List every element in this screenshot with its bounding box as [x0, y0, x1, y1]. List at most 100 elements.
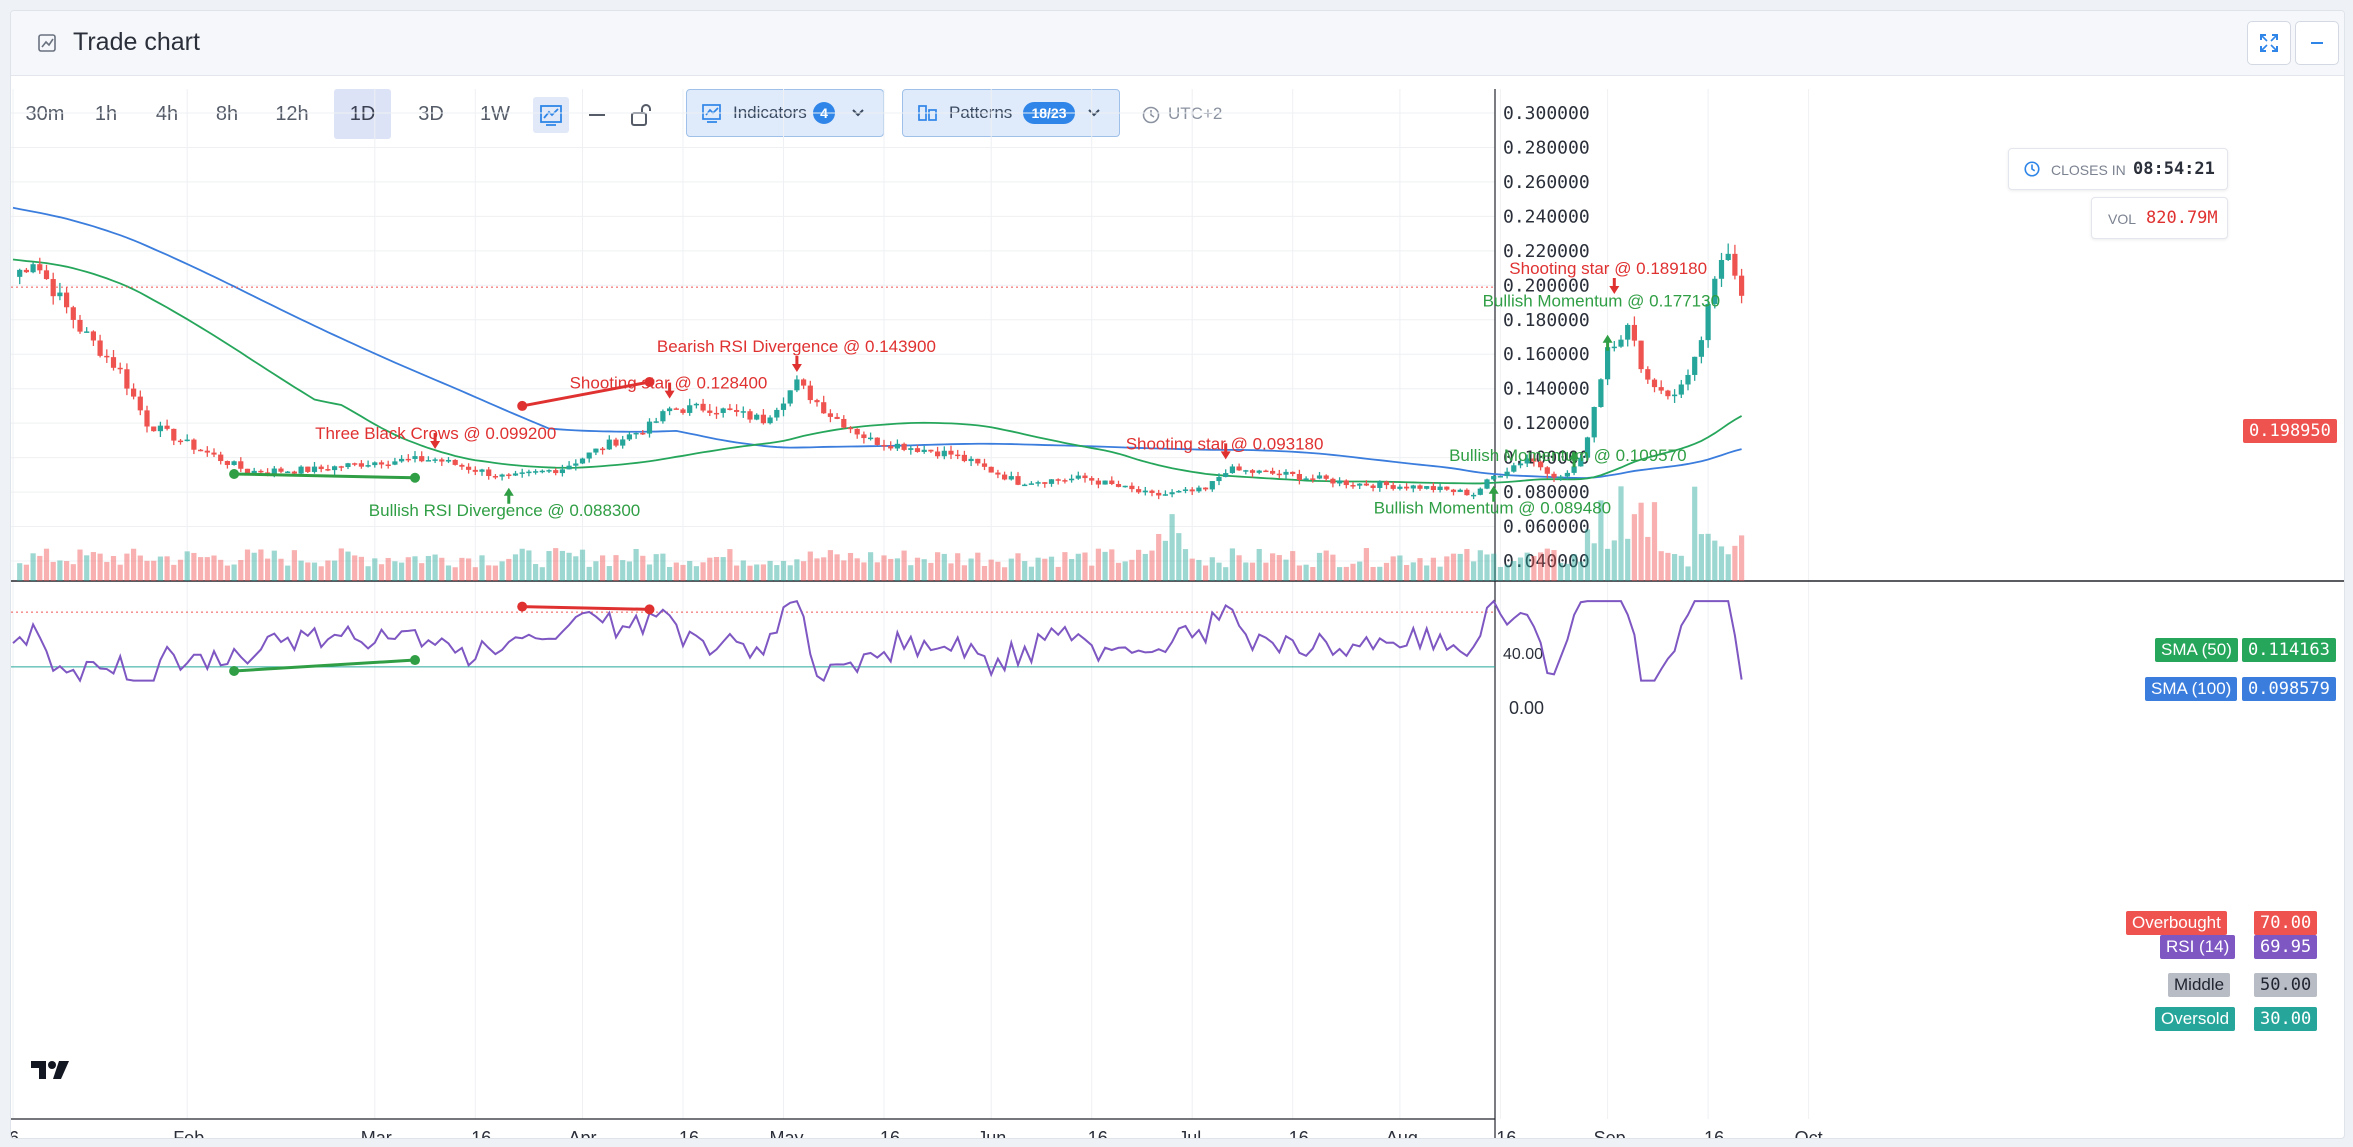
candle-body [573, 463, 579, 466]
volume-bar [1651, 502, 1658, 581]
fullscreen-button[interactable] [2247, 21, 2291, 65]
candle-body [345, 463, 351, 468]
candle-body [251, 470, 257, 474]
pattern-label: Bullish RSI Divergence @ 0.088300 [369, 501, 640, 520]
candle-body [1464, 489, 1470, 496]
pattern-arrow-icon [1609, 277, 1620, 294]
title-bar: Trade chart [11, 11, 2344, 76]
timeframe-12h[interactable]: 12h [275, 103, 309, 125]
pattern-label: Shooting star @ 0.128400 [570, 374, 768, 393]
timeframe-1d[interactable]: 1D [334, 89, 391, 139]
candle-body [271, 468, 277, 474]
candle-body [868, 437, 874, 440]
volume-bar [110, 555, 117, 581]
sma50-line [12, 258, 1743, 485]
candle-body [137, 396, 143, 411]
volume-bar [459, 557, 465, 581]
volume-bar [1075, 553, 1081, 581]
candle-body [613, 439, 619, 446]
candle-body [352, 463, 358, 465]
volume-bar [713, 556, 720, 581]
candle-body [325, 469, 331, 471]
candle-body [512, 473, 519, 476]
candle-body [827, 413, 833, 417]
volume-bar [1189, 558, 1195, 581]
volume-bar [921, 559, 927, 581]
candle-body [814, 400, 820, 403]
volume-bar [1571, 554, 1577, 581]
volume-bar [1584, 529, 1591, 581]
volume-bar [1216, 562, 1222, 581]
minimize-button[interactable] [2295, 21, 2339, 65]
volume-bar [211, 555, 217, 581]
volume-bar [613, 555, 619, 581]
volume-bar [767, 560, 773, 581]
chart-type-button[interactable] [533, 97, 569, 133]
pattern-label: Bullish Momentum @ 0.177130 [1483, 292, 1720, 311]
volume-bar [298, 560, 304, 581]
candle-body [1484, 479, 1490, 489]
volume-bar [727, 549, 733, 581]
volume-bar [1109, 549, 1115, 581]
volume-bar [506, 558, 512, 581]
rsi-divergence-point [410, 655, 420, 666]
volume-bar [1008, 558, 1014, 581]
volume-bar [640, 555, 646, 581]
candle-body [1698, 340, 1704, 357]
candle-body [1263, 470, 1269, 473]
candle-body [1444, 486, 1450, 490]
volume-bar [1558, 562, 1564, 581]
rsi-value: 69.95 [2254, 935, 2318, 959]
candle-body [1343, 480, 1349, 486]
candle-body [1551, 473, 1557, 478]
candle-body [1578, 457, 1584, 467]
trade-chart-window: Trade chart 30m 1h 4h 8h 12h 1D 3D 1W [10, 10, 2345, 1139]
price-chart[interactable]: 0.300000 0.280000 0.260000 0.240000 0.220000… [11, 11, 2344, 1138]
volume-bar [338, 548, 344, 581]
candle-body [97, 340, 103, 356]
timeframe-1w[interactable]: 1W [480, 103, 510, 125]
candle-body [198, 449, 204, 452]
candle-body [278, 468, 284, 472]
candle-body [405, 458, 411, 461]
volume-bar [1564, 563, 1570, 581]
volume-bar [935, 552, 941, 581]
volume-bar [452, 567, 458, 581]
candle-body [626, 434, 632, 440]
candle-body [50, 279, 56, 297]
volume-bar [1718, 546, 1725, 581]
volume-bar [620, 560, 626, 581]
timeframe-8h[interactable]: 8h [215, 103, 239, 125]
timeframe-4h[interactable]: 4h [155, 103, 179, 125]
sma100-line [12, 206, 1742, 479]
candle-body [1276, 473, 1282, 476]
volume-bar [1511, 560, 1517, 581]
timeframe-30m[interactable]: 30m [25, 103, 65, 125]
volume-bar [1698, 534, 1704, 581]
candle-body [794, 379, 800, 391]
candle-body [64, 292, 70, 308]
price-tick-label: 0.260000 [1503, 172, 1590, 193]
rsi-divergence-bull [234, 658, 416, 673]
time-tick-label: Jul [1178, 1128, 1201, 1138]
volume-bar [780, 560, 787, 581]
candle-body [1651, 379, 1658, 388]
price-tick-label: 0.080000 [1503, 482, 1590, 503]
middle-label: Middle [2168, 973, 2231, 997]
volume-bar [1337, 567, 1343, 581]
volume-bar [928, 562, 934, 581]
volume-bar [124, 553, 130, 581]
volume-bar [1665, 552, 1671, 581]
candle-body [1062, 480, 1068, 482]
line-tool-button[interactable] [579, 97, 615, 133]
candle-body [553, 470, 559, 474]
candle-body [466, 466, 472, 470]
price-tick-label: 0.160000 [1503, 344, 1590, 365]
timeframe-3d[interactable]: 3D [418, 103, 444, 125]
candle-body [1162, 494, 1168, 496]
volume-bar [258, 549, 264, 581]
volume-bar [1316, 552, 1323, 581]
rsi-label: RSI (14) [2160, 935, 2236, 959]
timeframe-1h[interactable]: 1h [94, 103, 118, 125]
candle-body [727, 408, 733, 411]
